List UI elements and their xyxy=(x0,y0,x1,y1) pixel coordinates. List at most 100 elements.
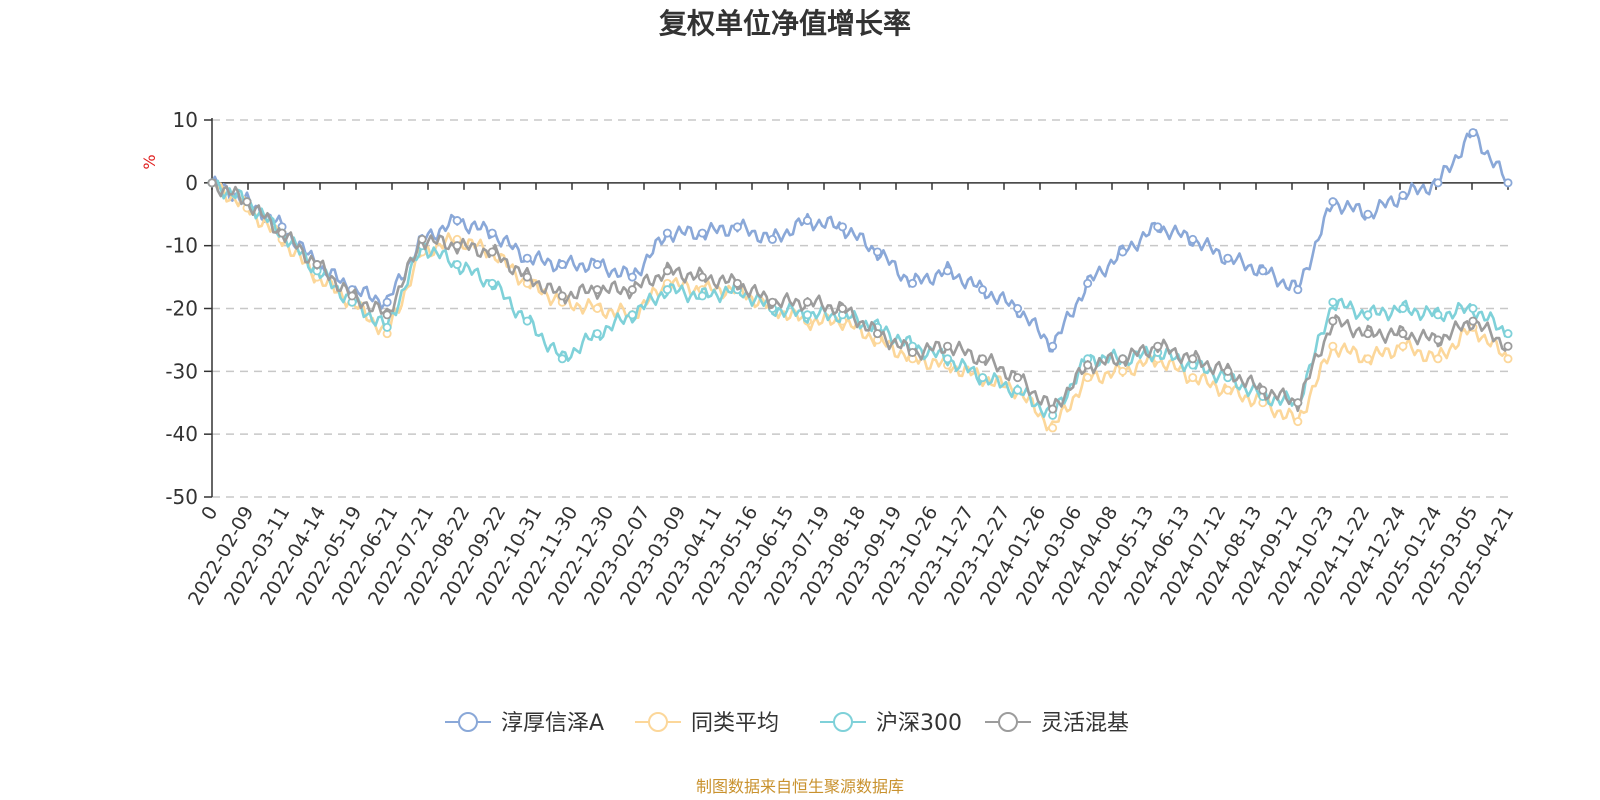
data-point xyxy=(1328,297,1338,307)
data-point xyxy=(1258,385,1268,395)
data-point xyxy=(452,260,462,270)
x-tick-label: 0 xyxy=(197,503,222,524)
data-point xyxy=(592,260,602,270)
data-point xyxy=(662,228,672,238)
data-point xyxy=(1083,373,1093,383)
data-point xyxy=(592,285,602,295)
data-point xyxy=(802,310,812,320)
y-tick-label: -20 xyxy=(165,297,198,321)
data-point xyxy=(1188,373,1198,383)
data-point xyxy=(1048,423,1058,433)
y-tick-label: -30 xyxy=(165,359,198,383)
data-point xyxy=(1503,329,1513,339)
data-point xyxy=(627,272,637,282)
data-point xyxy=(557,291,567,301)
data-point xyxy=(1153,341,1163,351)
legend-item-1[interactable]: 同类平均 xyxy=(635,711,779,736)
data-point xyxy=(592,329,602,339)
data-point xyxy=(1433,310,1443,320)
legend-item-3[interactable]: 灵活混基 xyxy=(985,711,1129,736)
data-point xyxy=(522,272,532,282)
y-tick-label: 10 xyxy=(173,108,198,132)
y-axis-label: % xyxy=(140,154,159,169)
data-point xyxy=(627,285,637,295)
data-point xyxy=(1363,209,1373,219)
legend-label: 灵活混基 xyxy=(1041,711,1129,736)
data-point xyxy=(1153,222,1163,232)
chart-title: 复权单位净值增长率 xyxy=(659,7,911,40)
data-point xyxy=(978,285,988,295)
data-point xyxy=(207,178,217,188)
data-point xyxy=(1118,354,1128,364)
data-point xyxy=(1083,278,1093,288)
legend-marker-icon xyxy=(833,712,853,732)
data-point xyxy=(1398,329,1408,339)
data-point xyxy=(1363,354,1373,364)
data-point xyxy=(1503,178,1513,188)
data-point xyxy=(487,278,497,288)
legend[interactable]: 淳厚信泽A 同类平均 沪深300 灵活混基 xyxy=(445,711,1129,736)
data-point xyxy=(522,253,532,263)
legend-marker-icon xyxy=(648,712,668,732)
data-point xyxy=(697,291,707,301)
gridlines xyxy=(212,119,1508,498)
data-point xyxy=(1258,266,1268,276)
data-point xyxy=(978,373,988,383)
data-point xyxy=(697,272,707,282)
data-point xyxy=(1503,341,1513,351)
legend-label: 同类平均 xyxy=(691,711,779,736)
data-point xyxy=(697,228,707,238)
data-point xyxy=(767,234,777,244)
data-point xyxy=(1503,354,1513,364)
data-point xyxy=(837,303,847,313)
data-point xyxy=(1433,354,1443,364)
series-lines xyxy=(207,128,1513,433)
data-point xyxy=(1398,303,1408,313)
data-point xyxy=(1433,178,1443,188)
data-point xyxy=(978,354,988,364)
data-point xyxy=(1013,303,1023,313)
data-point xyxy=(487,228,497,238)
data-point xyxy=(1328,316,1338,326)
data-point xyxy=(277,228,287,238)
data-point xyxy=(1433,335,1443,345)
data-point xyxy=(662,285,672,295)
data-point xyxy=(1328,197,1338,207)
data-point xyxy=(1398,190,1408,200)
data-point xyxy=(1363,310,1373,320)
data-point xyxy=(1223,366,1233,376)
data-point xyxy=(1328,341,1338,351)
data-point xyxy=(1293,417,1303,427)
data-point xyxy=(943,341,953,351)
data-point xyxy=(1013,373,1023,383)
series-line xyxy=(211,179,1509,418)
data-point xyxy=(1188,354,1198,364)
data-point xyxy=(1048,341,1058,351)
data-point xyxy=(943,266,953,276)
data-point xyxy=(837,222,847,232)
axes xyxy=(211,118,1508,497)
data-point xyxy=(1363,329,1373,339)
data-point xyxy=(592,303,602,313)
legend-marker-icon xyxy=(998,712,1018,732)
data-point xyxy=(1083,360,1093,370)
y-tick-label: -10 xyxy=(165,234,198,258)
data-point xyxy=(382,322,392,332)
legend-marker-icon xyxy=(458,712,478,732)
data-point xyxy=(1223,385,1233,395)
data-point xyxy=(908,347,918,357)
legend-item-0[interactable]: 淳厚信泽A xyxy=(445,711,604,736)
data-point xyxy=(382,297,392,307)
data-point xyxy=(1048,404,1058,414)
data-point xyxy=(312,260,322,270)
legend-label: 沪深300 xyxy=(876,711,962,736)
data-point xyxy=(557,354,567,364)
data-point xyxy=(1293,285,1303,295)
data-point xyxy=(732,278,742,288)
legend-item-2[interactable]: 沪深300 xyxy=(820,711,962,736)
y-tick-label: 0 xyxy=(185,171,198,195)
data-point xyxy=(1293,398,1303,408)
y-axis-ticks: 10 0 -10 -20 -30 -40 -50 xyxy=(165,108,212,509)
series-line xyxy=(211,181,1510,432)
